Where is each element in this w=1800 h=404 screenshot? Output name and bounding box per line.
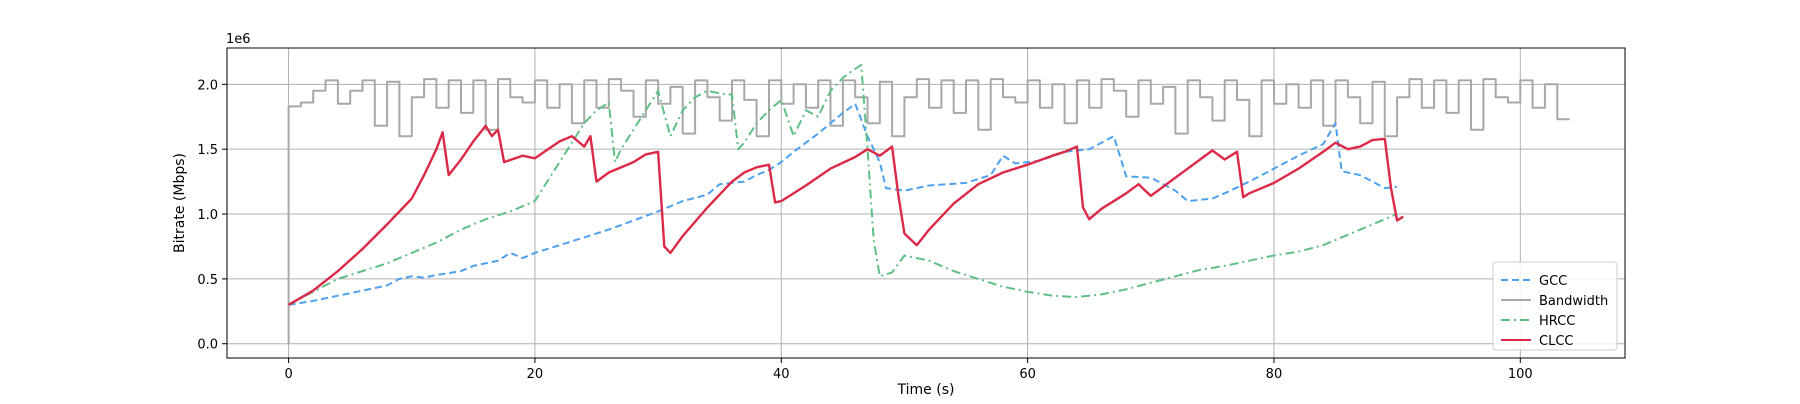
legend-label-clcc: CLCC <box>1539 334 1573 349</box>
legend-label-bandwidth: Bandwidth <box>1539 294 1608 309</box>
y-tick-label-2: 1.0 <box>197 208 218 223</box>
y-tick-label-3: 1.5 <box>197 143 218 158</box>
x-axis-label: Time (s) <box>897 382 955 398</box>
legend-box <box>1492 261 1618 351</box>
x-tick-label-3: 60 <box>1019 367 1036 382</box>
legend-label-gcc: GCC <box>1539 274 1567 289</box>
y-tick-label-1: 0.5 <box>197 273 218 288</box>
legend-items: GCC Bandwidth HRCC CLCC <box>1501 274 1608 349</box>
x-tick-label-2: 40 <box>773 367 790 382</box>
series-line-gcc <box>288 102 1398 306</box>
series-lines <box>287 63 1570 344</box>
legend: GCC Bandwidth HRCC CLCC <box>1492 261 1618 351</box>
x-tick-label-0: 0 <box>284 367 292 382</box>
x-tick-label-1: 20 <box>527 367 544 382</box>
y-offset-text: 1e6 <box>226 32 251 47</box>
y-tick-label-0: 0.0 <box>197 338 218 353</box>
plot-frame <box>226 47 1626 359</box>
y-axis-label: Bitrate (Mbps) <box>172 153 188 253</box>
axis-ticks: 0 20 40 60 80 100 0.0 0.5 1.0 1.5 2.0 <box>197 78 1532 382</box>
series-line-bandwidth <box>287 78 1570 344</box>
x-tick-label-5: 100 <box>1508 367 1533 382</box>
series-line-clcc <box>288 124 1404 306</box>
x-tick-label-4: 80 <box>1266 367 1283 382</box>
legend-label-hrcc: HRCC <box>1539 314 1575 329</box>
y-tick-label-4: 2.0 <box>197 78 218 93</box>
